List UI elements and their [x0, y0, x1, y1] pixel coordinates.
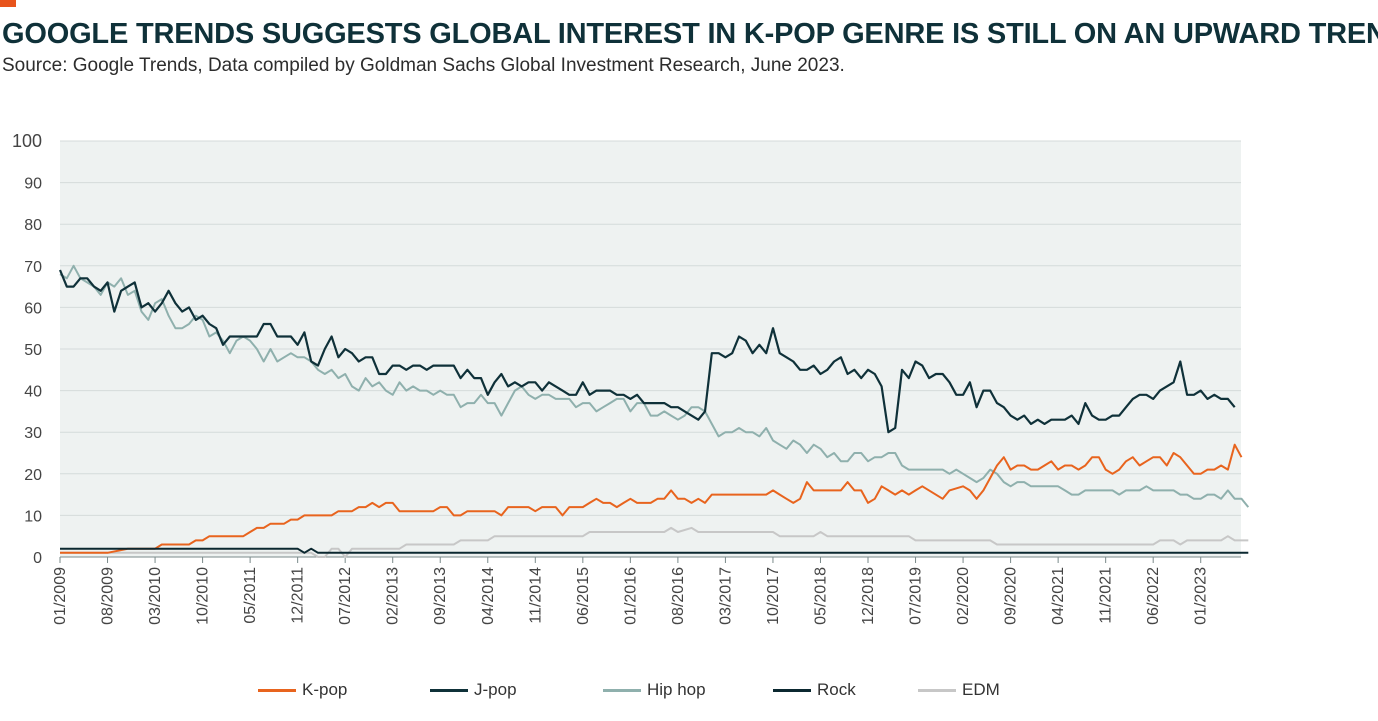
x-tick-label: 02/2013: [385, 567, 402, 625]
x-tick-label: 02/2020: [955, 567, 972, 625]
x-tick-label: 04/2021: [1050, 567, 1067, 625]
series-line-rock: [60, 547, 1249, 554]
x-tick-label: 03/2017: [717, 567, 734, 625]
x-tick-label: 07/2012: [337, 567, 354, 625]
x-tick-label: 08/2009: [100, 567, 117, 625]
legend-label: Rock: [817, 680, 856, 699]
legend-label: EDM: [962, 680, 1000, 699]
x-tick-label: 09/2013: [432, 567, 449, 625]
series-line-hip-hop: [59, 264, 1250, 508]
y-tick-label: 50: [24, 342, 42, 359]
x-tick-label: 12/2011: [290, 567, 307, 624]
y-tick-label: 70: [24, 259, 42, 276]
x-tick-label: 09/2020: [1003, 567, 1020, 625]
series-line-j-pop: [58, 269, 1236, 434]
series-line-edm: [60, 526, 1249, 558]
legend-swatch: [603, 688, 641, 692]
chart-source-note: Source: Google Trends, Data compiled by …: [2, 55, 845, 76]
x-tick-label: 06/2022: [1145, 567, 1162, 625]
legend-item-rock: Rock: [773, 680, 856, 700]
y-tick-label: 20: [24, 467, 42, 484]
legend-swatch: [918, 688, 956, 692]
legend-item-hip-hop: Hip hop: [603, 680, 706, 700]
legend-swatch: [773, 688, 811, 692]
legend-label: Hip hop: [647, 680, 706, 699]
x-tick-label: 10/2017: [765, 567, 782, 625]
y-axis: 0 10 20 30 40 50 60 70 80 90 100: [12, 131, 1241, 567]
y-tick-label: 60: [24, 300, 42, 317]
x-tick-label: 11/2021: [1098, 567, 1115, 624]
legend-swatch: [258, 688, 296, 692]
y-tick-label: 40: [24, 384, 42, 401]
y-tick-label: 100: [12, 131, 42, 151]
x-tick-label: 01/2016: [622, 567, 639, 625]
x-tick-label: 12/2018: [860, 567, 877, 625]
y-tick-label: 0: [33, 550, 42, 567]
accent-bar: [0, 0, 16, 7]
x-tick-label: 06/2015: [575, 567, 592, 625]
x-tick-label: 07/2019: [908, 567, 925, 625]
x-tick-label: 05/2011: [242, 567, 259, 624]
x-tick-label: 01/2023: [1193, 567, 1210, 625]
series-line-k-pop: [60, 443, 1243, 554]
x-tick-label: 08/2016: [670, 567, 687, 625]
x-tick-label: 10/2010: [195, 567, 212, 625]
y-tick-label: 10: [24, 508, 42, 525]
x-tick-label: 11/2014: [527, 567, 544, 624]
x-tick-label: 04/2014: [480, 567, 497, 625]
y-tick-label: 90: [24, 176, 42, 193]
legend-label: K-pop: [302, 680, 348, 699]
legend-item-edm: EDM: [918, 680, 1000, 700]
series-lines: [58, 264, 1250, 558]
legend-item-k-pop: K-pop: [258, 680, 347, 700]
x-axis: 01/2009 08/2009 03/2010 10/2010 05/2011 12/20…: [52, 557, 1210, 625]
chart-title: GOOGLE TRENDS SUGGESTS GLOBAL INTEREST I…: [2, 18, 1378, 50]
legend-swatch: [430, 688, 468, 692]
y-tick-label: 30: [24, 425, 42, 442]
x-tick-label: 01/2009: [52, 567, 69, 625]
x-tick-label: 03/2010: [147, 567, 164, 625]
legend-label: J-pop: [474, 680, 517, 699]
legend-item-j-pop: J-pop: [430, 680, 517, 700]
x-tick-label: 05/2018: [812, 567, 829, 625]
gridlines: [60, 140, 1241, 516]
y-tick-label: 80: [24, 217, 42, 234]
